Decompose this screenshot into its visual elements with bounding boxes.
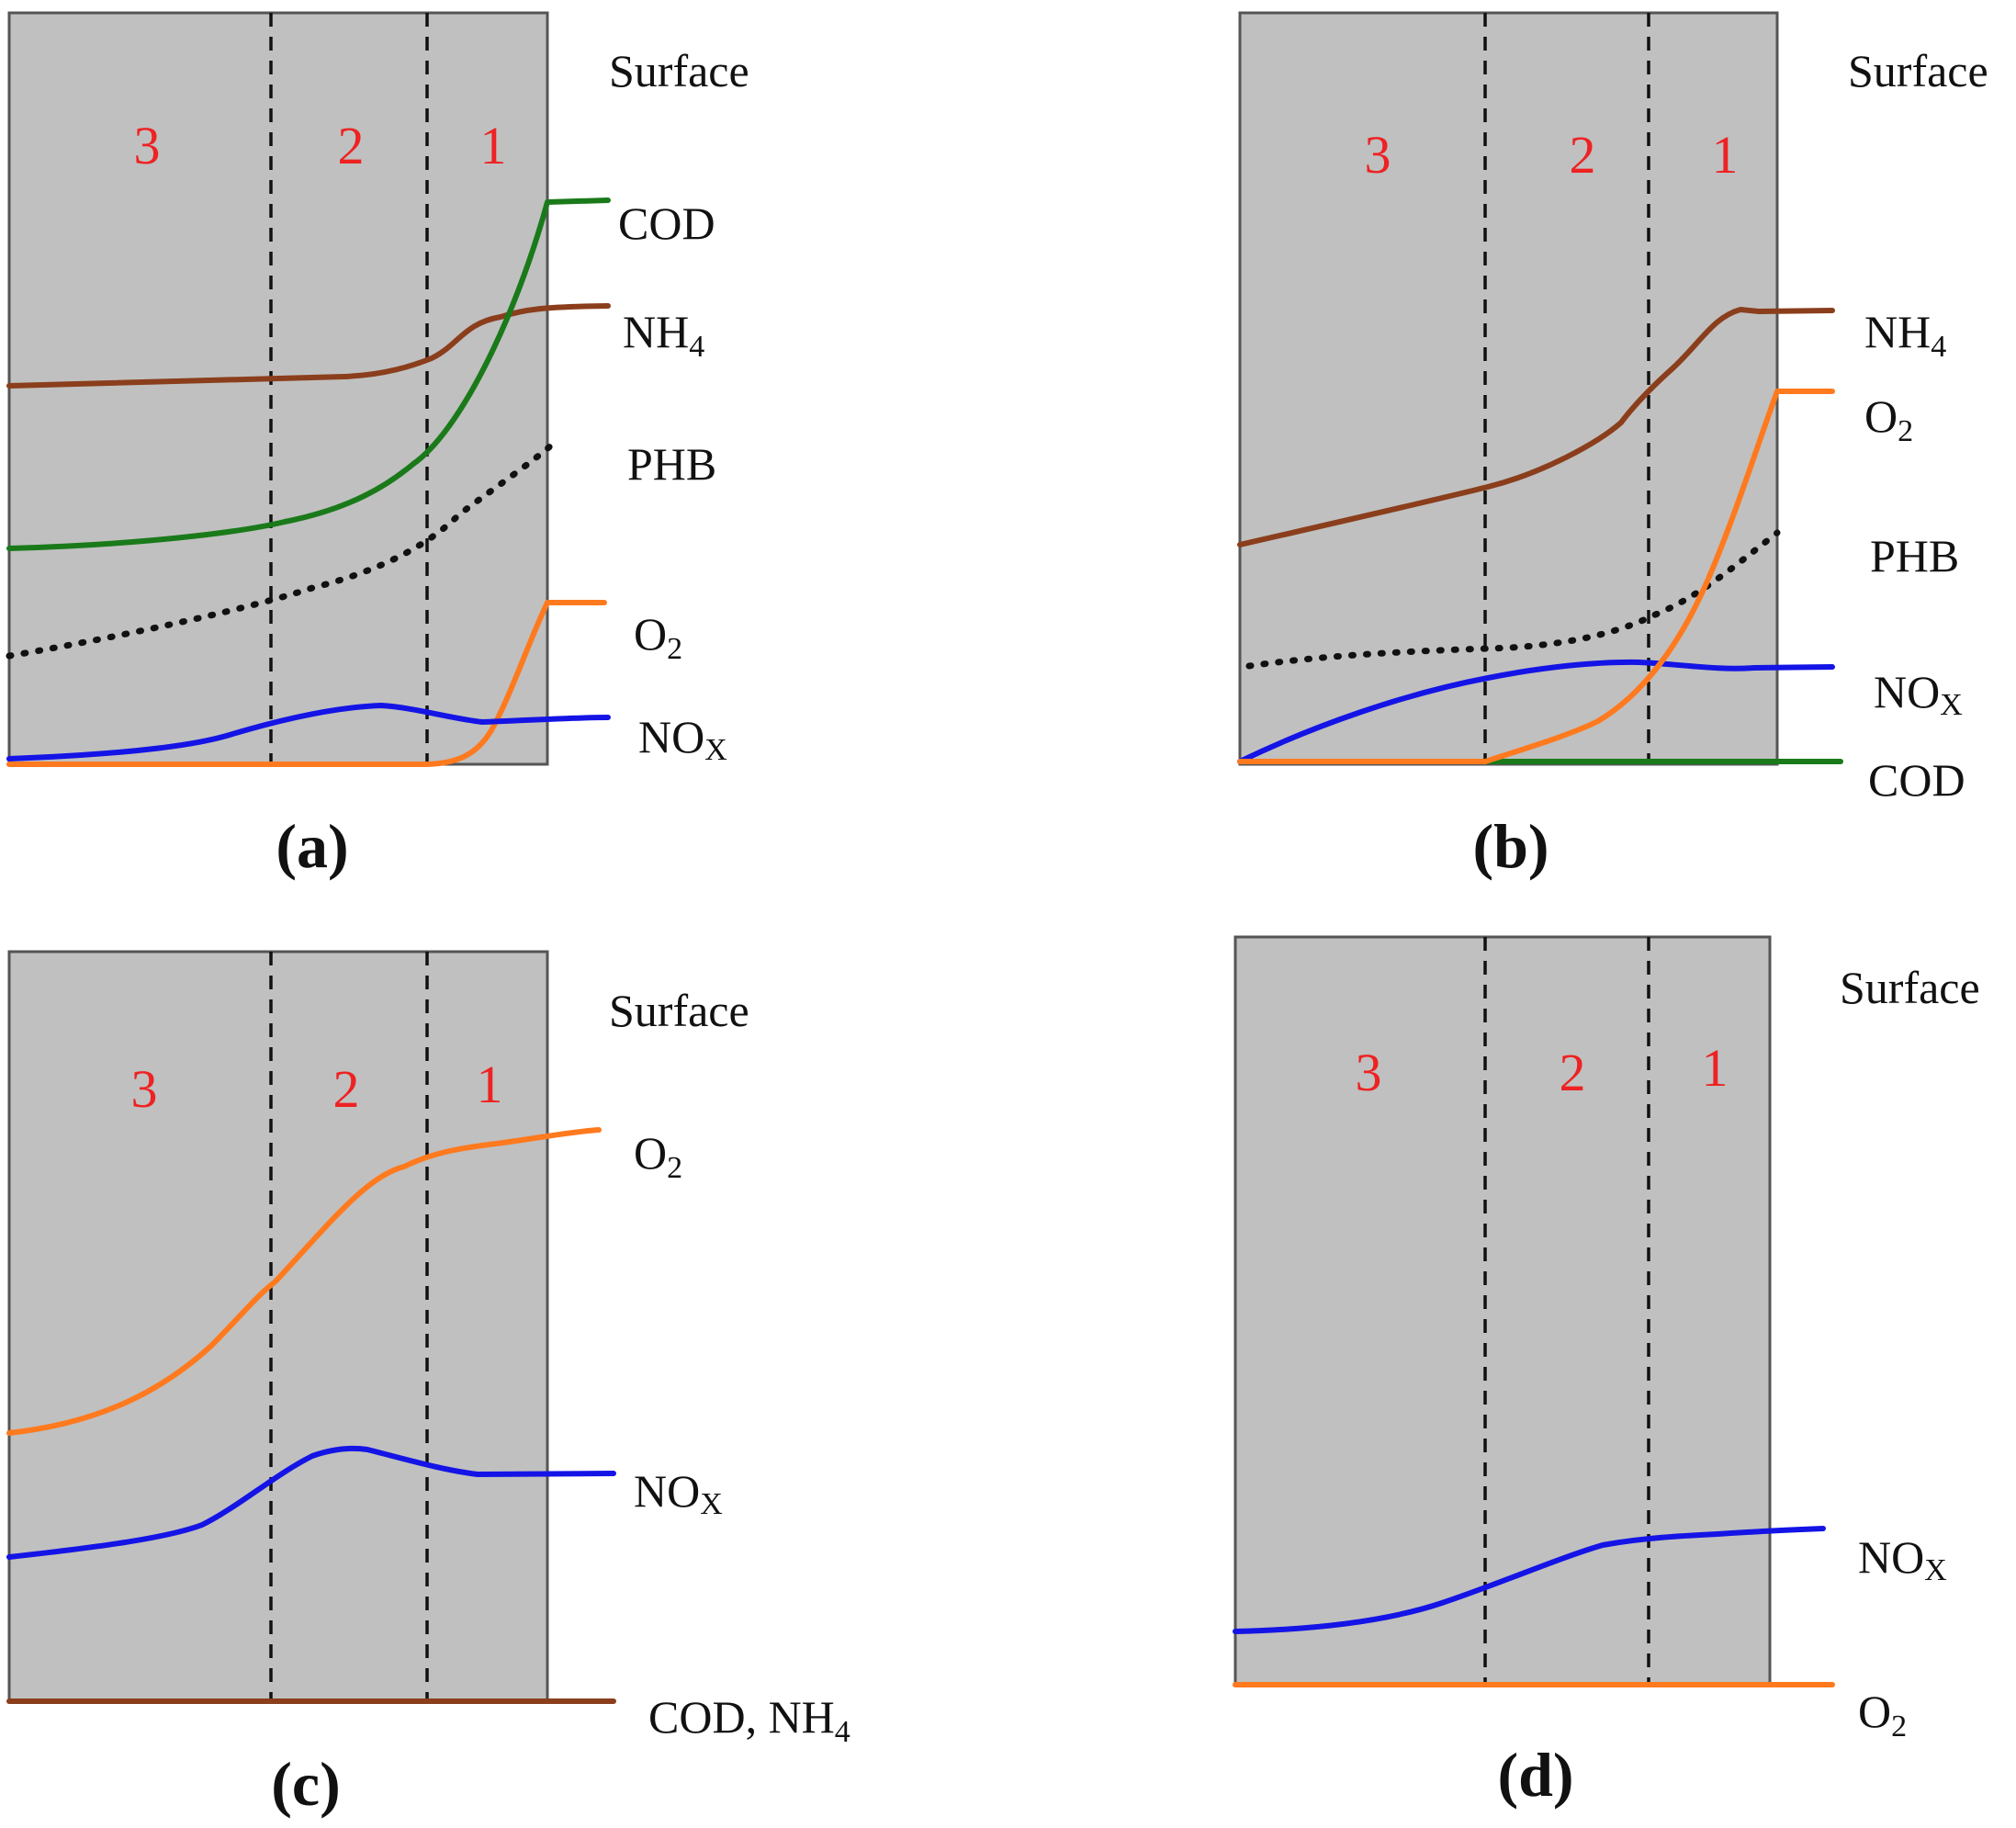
panel-b-o2-curve (1237, 389, 1835, 764)
panel-b-biofilm-region (1238, 11, 1779, 766)
panel-d-o2-label: O2 (1858, 1686, 1907, 1743)
panel-c-biofilm-region (7, 950, 549, 1703)
panel-d-nox-curve (1233, 1526, 1826, 1634)
panel-a-caption: (a) (276, 811, 348, 881)
panel-a: 3 2 1 Surface COD NH4 PHB O2 NOX (a) (6, 11, 749, 881)
panel-c-nox-label: NOX (634, 1465, 723, 1521)
panel-a-o2-label: O2 (634, 608, 682, 666)
panel-a-surface-label: Surface (609, 45, 749, 96)
panel-d-surface-label: Surface (1840, 962, 1980, 1013)
panel-b-nh4-curve (1237, 307, 1835, 547)
panel-d-zone-2-label: 2 (1560, 1043, 1586, 1102)
panel-b-cod-label: COD (1868, 754, 1965, 806)
panel-d-caption: (d) (1497, 1740, 1573, 1810)
panel-d: 3 2 1 Surface NOX O2 (d) (1233, 935, 1980, 1810)
panel-b-phb-label: PHB (1870, 530, 1959, 581)
panel-b: 3 2 1 Surface NH4 O2 PHB NOX COD (b) (1237, 11, 1988, 881)
panel-b-caption: (b) (1472, 811, 1549, 881)
panel-c-zone-1-label: 1 (477, 1055, 503, 1114)
panel-a-o2-curve (6, 600, 607, 767)
panel-a-nox-label: NOX (638, 711, 727, 767)
panel-b-o2-label: O2 (1864, 390, 1913, 448)
panel-b-nh4-label: NH4 (1864, 306, 1946, 364)
panel-c-nox-curve (6, 1445, 616, 1560)
panel-a-cod-label: COD (618, 197, 715, 249)
panel-c-zone-3-label: 3 (131, 1059, 158, 1119)
panel-c-surface-label: Surface (609, 985, 749, 1036)
panel-b-phb-curve (1245, 529, 1781, 670)
panel-b-nox-curve (1237, 659, 1835, 764)
panel-d-biofilm-region (1233, 935, 1772, 1687)
panel-a-phb-curve (6, 442, 555, 660)
panel-c-zone-2-label: 2 (333, 1059, 360, 1119)
panel-c-o2-curve (6, 1127, 602, 1436)
panel-c: 3 2 1 Surface O2 NOX COD, NH4 (c) (6, 950, 850, 1819)
panel-a-zone-1-label: 1 (480, 116, 507, 175)
panel-a-nh4-curve (6, 303, 611, 389)
panel-d-zone-1-label: 1 (1702, 1038, 1729, 1098)
panel-a-cod-curve (6, 197, 611, 551)
panel-b-zone-1-label: 1 (1712, 125, 1739, 185)
panel-b-zone-2-label: 2 (1570, 125, 1596, 185)
panel-d-nox-label: NOX (1858, 1531, 1947, 1587)
panel-c-o2-label: O2 (634, 1127, 682, 1185)
panel-a-biofilm-region (7, 11, 549, 766)
panel-b-nox-label: NOX (1874, 666, 1963, 722)
panel-a-zone-2-label: 2 (338, 116, 365, 175)
panel-b-zone-3-label: 3 (1365, 125, 1391, 185)
panel-d-zone-3-label: 3 (1356, 1043, 1382, 1102)
panel-c-caption: (c) (271, 1749, 340, 1819)
panel-a-nox-curve (6, 703, 611, 762)
panel-b-surface-label: Surface (1848, 45, 1988, 96)
panel-a-zone-3-label: 3 (134, 116, 161, 175)
panel-a-nh4-label: NH4 (623, 306, 704, 364)
panel-a-phb-label: PHB (627, 438, 716, 490)
panel-c-cod-nh4-label: COD, NH4 (648, 1691, 850, 1749)
